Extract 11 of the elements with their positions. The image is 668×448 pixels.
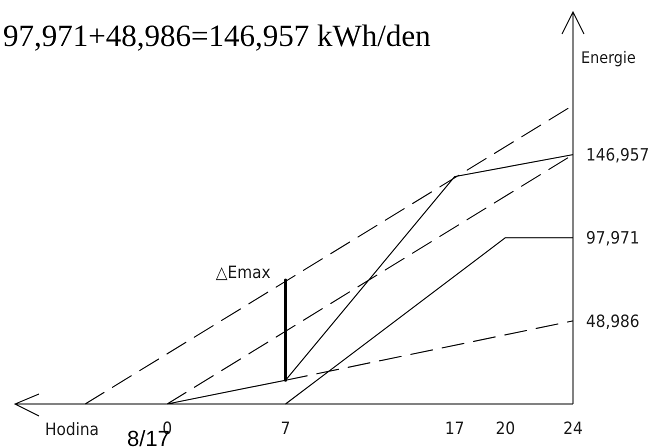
- x-tick-label: 20: [496, 419, 516, 439]
- x-tick-label: 24: [563, 419, 583, 439]
- annotation: △Emax: [216, 263, 271, 284]
- y-axis-title: Energie: [581, 48, 636, 67]
- y-tick-label: 146,957: [586, 146, 650, 166]
- x-tick-label: 7: [280, 419, 290, 439]
- x-axis-title: Hodina: [45, 420, 99, 440]
- chart-title: 97,971+48,986=146,957 kWh/den: [3, 18, 432, 53]
- x-tick-label: 17: [444, 419, 464, 439]
- y-tick-label: 97,971: [586, 228, 640, 249]
- y-tick-label: 48,986: [586, 312, 640, 332]
